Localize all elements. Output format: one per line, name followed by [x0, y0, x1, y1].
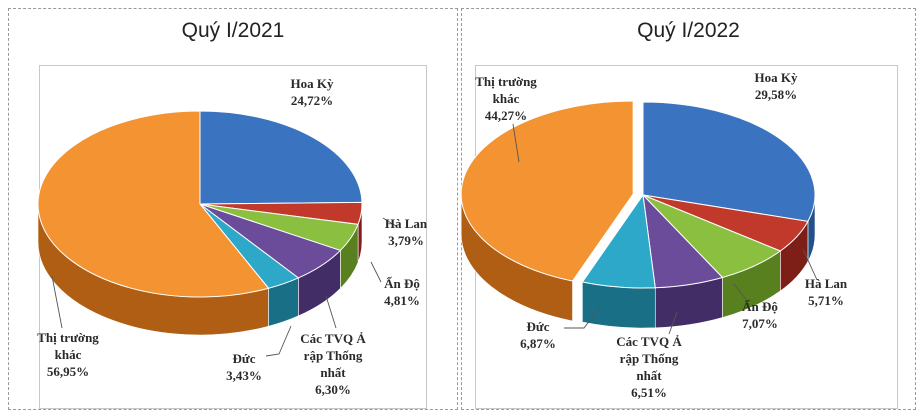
leader-lines: [512, 123, 818, 335]
leader-line-an-do: [370, 261, 382, 283]
data-label-ha-lan: Hà Lan 5,71%: [805, 276, 848, 308]
data-label-duc: Đức 6,87%: [520, 319, 556, 351]
data-label-an-do: Ấn Độ 4,81%: [384, 276, 420, 308]
data-label-category: Các TVQ Ả: [300, 331, 366, 346]
data-label-category: rập Thống: [620, 351, 679, 366]
data-labels: Hoa Kỳ 29,58% Hà Lan 5,71% Ấn Độ 7,07% Các TVQ…: [475, 70, 848, 400]
chart-title: Quý I/2022: [637, 19, 740, 42]
data-label-category: Ấn Độ: [742, 299, 778, 314]
pie-slice-thi-truong-khac: [460, 100, 634, 282]
data-label-value: 3,79%: [388, 233, 424, 248]
data-label-category: Thị trường: [37, 330, 99, 345]
data-label-category: Hoa Kỳ: [291, 76, 334, 91]
data-label-value: 4,81%: [384, 293, 420, 308]
data-label-category: Các TVQ Ả: [616, 334, 682, 349]
data-label-value: 44,27%: [485, 108, 527, 123]
data-label-value: 29,58%: [755, 87, 797, 102]
leader-line-ha-lan: [802, 248, 818, 281]
data-label-ha-lan: Hà Lan 3,79%: [385, 216, 428, 248]
data-label-hoa-ky: Hoa Kỳ 29,58%: [755, 70, 798, 102]
data-label-value: 6,87%: [520, 336, 556, 351]
data-label-cac-tvq-a-rap-thong-nhat: Các TVQ Ả rập Thống nhất 6,51%: [616, 334, 682, 400]
leader-line-cac-tvq-a-rap-thong-nhat: [325, 295, 337, 329]
pie-slice-thi-truong-khac: [37, 110, 270, 298]
data-label-category: Hoa Kỳ: [755, 70, 798, 85]
pie-slice-hoa-ky: [199, 110, 363, 205]
data-label-value: 24,72%: [291, 93, 333, 108]
data-label-an-do: Ấn Độ 7,07%: [742, 299, 778, 331]
chart-title: Quý I/2021: [181, 19, 285, 42]
leader-line-duc: [564, 306, 601, 329]
data-label-hoa-ky: Hoa Kỳ 24,72%: [291, 76, 334, 108]
pie-chart-2022: Hoa Kỳ 29,58% Hà Lan 5,71% Ấn Độ 7,07% Các TVQ…: [460, 70, 848, 400]
data-label-value: 3,43%: [226, 368, 262, 383]
pie-side-layer: [460, 194, 816, 329]
chart-frame: Hoa Kỳ 24,72% Hà Lan 3,79% Ấn Độ 4,81% Các TVQ…: [37, 65, 428, 409]
data-label-category: nhất: [636, 368, 662, 383]
data-label-category: Đức: [527, 319, 550, 334]
leader-line-thi-truong-khac: [51, 275, 63, 329]
pie-top-layer: [37, 110, 363, 298]
data-label-category: Ấn Độ: [384, 276, 420, 291]
pie-slice-side-duc: [582, 281, 656, 329]
pie-chart-2021: Hoa Kỳ 24,72% Hà Lan 3,79% Ấn Độ 4,81% Các TVQ…: [37, 76, 428, 397]
data-label-category: rập Thống: [304, 348, 363, 363]
data-label-value: 6,51%: [631, 385, 667, 400]
data-label-category: Đức: [233, 351, 256, 366]
data-label-category: khác: [493, 91, 520, 106]
chart-panel-2021: Quý I/2021 Hoa Kỳ 24,72% Hà Lan 3,79% Ấn Độ 4…: [8, 8, 458, 410]
leader-line-an-do: [733, 283, 749, 303]
data-label-value: 6,30%: [315, 382, 351, 397]
data-label-category: Hà Lan: [385, 216, 428, 231]
data-label-category: nhất: [320, 365, 346, 380]
leader-line-ha-lan: [382, 217, 397, 227]
leader-lines: [51, 217, 397, 357]
pie-side-layer: [37, 203, 363, 336]
leader-line-duc: [265, 325, 292, 357]
data-label-category: Hà Lan: [805, 276, 848, 291]
pie-top-layer: [460, 100, 816, 289]
pie-slice-hoa-ky: [642, 101, 816, 222]
data-label-thi-truong-khac: Thị trường khác 56,95%: [37, 330, 99, 379]
data-label-value: 7,07%: [742, 316, 778, 331]
chart-panel-2022: Quý I/2022 Hoa Kỳ 29,58% Hà Lan 5,71% Ấn Độ 7…: [460, 8, 916, 410]
data-label-thi-truong-khac: Thị trường khác 44,27%: [475, 74, 537, 123]
data-label-duc: Đức 3,43%: [226, 351, 262, 383]
leader-line-cac-tvq-a-rap-thong-nhat: [668, 311, 678, 335]
pie-slice-duc: [581, 193, 656, 289]
data-labels: Hoa Kỳ 24,72% Hà Lan 3,79% Ấn Độ 4,81% Các TVQ…: [37, 76, 428, 397]
data-label-cac-tvq-a-rap-thong-nhat: Các TVQ Ả rập Thống nhất 6,30%: [300, 331, 366, 397]
data-label-category: khác: [55, 347, 82, 362]
data-label-category: Thị trường: [475, 74, 537, 89]
data-label-value: 5,71%: [808, 293, 844, 308]
chart-frame: Hoa Kỳ 29,58% Hà Lan 5,71% Ấn Độ 7,07% Các TVQ…: [460, 65, 898, 409]
leader-line-thi-truong-khac: [512, 123, 520, 163]
data-label-value: 56,95%: [47, 364, 89, 379]
